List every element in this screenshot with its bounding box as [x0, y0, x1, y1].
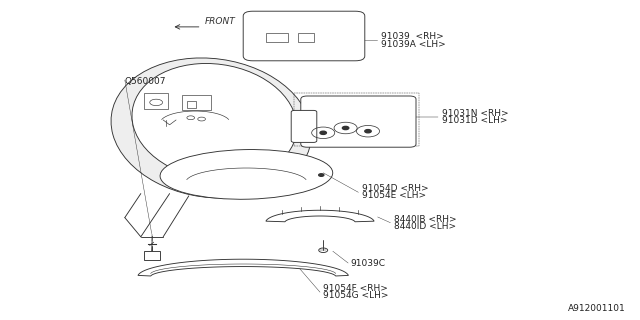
Text: 91039  <RH>: 91039 <RH> [381, 32, 444, 41]
Text: 91054F <RH>: 91054F <RH> [323, 284, 388, 293]
Ellipse shape [132, 63, 297, 180]
Text: 91054G <LH>: 91054G <LH> [323, 292, 388, 300]
Text: 91054D <RH>: 91054D <RH> [362, 184, 428, 193]
Text: 8440lD <LH>: 8440lD <LH> [394, 222, 456, 231]
Ellipse shape [160, 149, 333, 199]
Circle shape [320, 131, 326, 134]
Text: FRONT: FRONT [205, 17, 236, 26]
Bar [182, 95, 211, 110]
Ellipse shape [111, 58, 312, 198]
Circle shape [365, 130, 371, 133]
Text: 91031N <RH>: 91031N <RH> [442, 109, 508, 118]
Bar [187, 101, 196, 108]
FancyBboxPatch shape [301, 96, 416, 147]
Text: Q560007: Q560007 [125, 77, 166, 86]
Text: 91039C: 91039C [351, 259, 386, 268]
Circle shape [319, 174, 324, 176]
Text: 91054E <LH>: 91054E <LH> [362, 191, 426, 200]
Polygon shape [266, 210, 374, 222]
Bar [144, 251, 160, 260]
Circle shape [342, 126, 349, 130]
Bar [266, 33, 288, 42]
FancyBboxPatch shape [291, 110, 317, 142]
Text: 8440lB <RH>: 8440lB <RH> [394, 215, 456, 224]
Text: 91031D <LH>: 91031D <LH> [442, 116, 507, 125]
Bar [144, 93, 168, 109]
FancyBboxPatch shape [243, 11, 365, 61]
Polygon shape [138, 259, 348, 276]
Text: 91039A <LH>: 91039A <LH> [381, 40, 445, 49]
Text: A912001101: A912001101 [568, 304, 626, 313]
Bar [298, 33, 314, 42]
